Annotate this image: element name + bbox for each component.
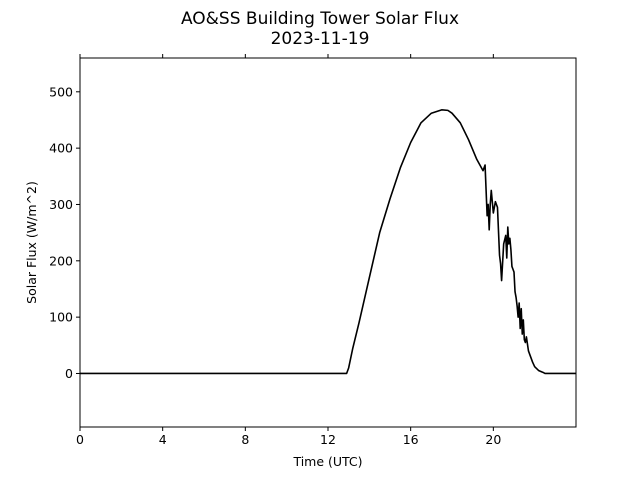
x-tick-label: 4 xyxy=(159,432,167,447)
y-tick-label: 500 xyxy=(49,84,73,99)
y-tick-label: 0 xyxy=(65,366,73,381)
x-tick-label: 20 xyxy=(485,432,501,447)
chart-subtitle: 2023-11-19 xyxy=(271,29,370,49)
y-tick-label: 300 xyxy=(49,197,73,212)
y-tick-label: 200 xyxy=(49,253,73,268)
axes-frame xyxy=(79,57,577,428)
y-tick-label: 400 xyxy=(49,141,73,156)
x-axis-ticks: 0 4 8 12 16 20 xyxy=(76,54,501,447)
y-axis-ticks: 0 100 200 300 400 500 xyxy=(49,84,80,381)
series-line-0 xyxy=(80,109,576,375)
y-axis-label: Solar Flux (W/m^2) xyxy=(24,181,39,304)
x-tick-label: 12 xyxy=(320,432,336,447)
x-tick-label: 16 xyxy=(403,432,419,447)
x-tick-label: 8 xyxy=(241,432,249,447)
x-axis-label: Time (UTC) xyxy=(292,454,362,469)
y-tick-label: 100 xyxy=(49,310,73,325)
chart-title: AO&SS Building Tower Solar Flux xyxy=(181,9,459,29)
x-tick-label: 0 xyxy=(76,432,84,447)
plot-area xyxy=(80,109,576,375)
